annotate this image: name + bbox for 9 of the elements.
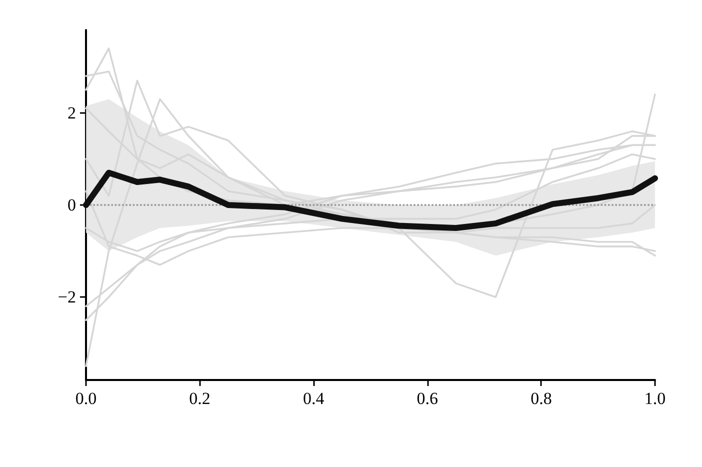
- x-tick-label: 0.8: [530, 389, 552, 408]
- x-tick-label: 0.4: [302, 389, 325, 408]
- y-tick-label: 2: [68, 103, 76, 122]
- y-tick-label: −2: [58, 288, 76, 307]
- y-tick-label: 0: [68, 196, 76, 214]
- x-tick-label: 0.0: [75, 389, 97, 408]
- x-tick-label: 1.0: [644, 389, 666, 408]
- x-tick-label: 0.6: [416, 389, 438, 408]
- x-tick-label: 0.2: [189, 389, 210, 408]
